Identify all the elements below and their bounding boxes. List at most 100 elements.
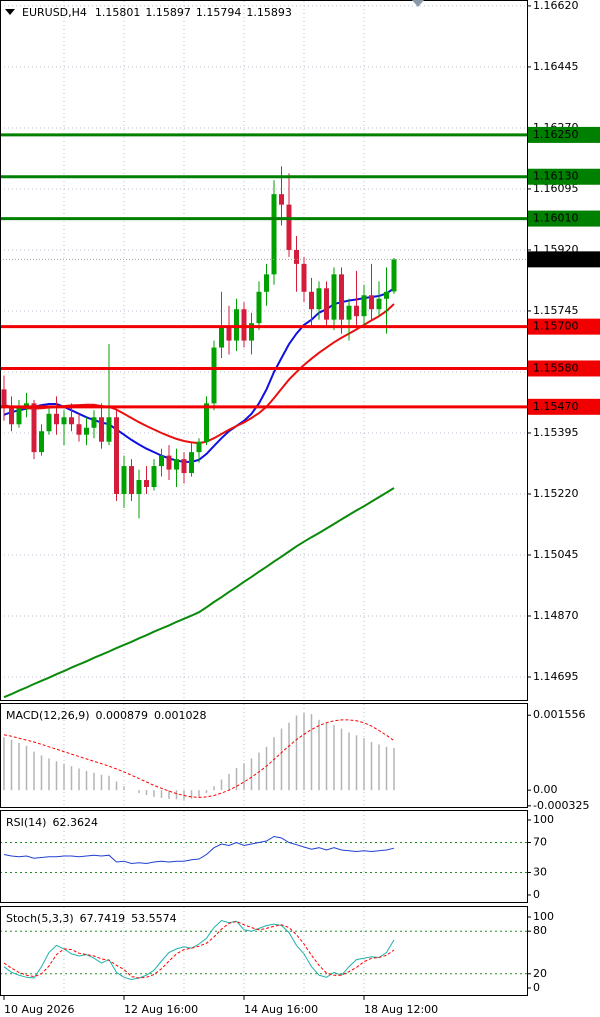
pane-value: 0.000879 xyxy=(96,709,149,722)
y-tick-label: 1.14695 xyxy=(533,670,579,683)
y-tick-label: 1.16620 xyxy=(533,0,579,12)
chart-header: EURUSD,H4 1.15801 1.15897 1.15794 1.15893 xyxy=(22,6,292,19)
y-tick-label: 1.15395 xyxy=(533,426,579,439)
candle-body xyxy=(91,417,97,428)
price-level-tag xyxy=(528,398,600,415)
pane-title-text: Stoch(5,3,3) xyxy=(6,912,74,925)
pane-value: 67.7419 xyxy=(80,912,126,925)
current-price-label: 1.15893 xyxy=(533,252,579,265)
candle-body xyxy=(129,466,134,494)
current-price-tag xyxy=(528,251,600,268)
pane-value: 62.3624 xyxy=(52,816,98,829)
candle-body xyxy=(189,452,194,474)
candle-body xyxy=(241,309,247,341)
candle-body xyxy=(166,455,172,470)
price-level-tag xyxy=(528,168,600,185)
candle-body xyxy=(219,326,224,348)
price-level-label: 1.16250 xyxy=(533,128,579,141)
candle-body xyxy=(339,274,344,320)
y-tick-label: 0 xyxy=(533,981,540,994)
candle-body xyxy=(136,480,142,494)
candle-body xyxy=(309,291,314,310)
close-value: 1.15893 xyxy=(246,6,292,19)
price-level-label: 1.15700 xyxy=(533,320,579,333)
pane-title: RSI(14) 62.3624 xyxy=(6,816,98,829)
candle-body xyxy=(294,249,299,264)
x-tick-label: 12 Aug 16:00 xyxy=(124,1003,198,1016)
macd-pane-frame xyxy=(0,703,528,808)
rsi-pane-frame xyxy=(0,810,528,903)
candle-body xyxy=(159,455,164,467)
candle-body xyxy=(69,417,74,425)
shift-marker xyxy=(412,0,424,7)
pane-title-text: RSI(14) xyxy=(6,816,46,829)
indicator-line xyxy=(3,835,395,865)
candle-body xyxy=(211,347,217,404)
candle-body xyxy=(256,291,262,324)
y-tick-label: -0.000325 xyxy=(533,799,589,812)
candle-body xyxy=(174,459,179,470)
y-tick-label: 20 xyxy=(533,967,547,980)
candle-body xyxy=(226,326,232,341)
y-tick-label: 70 xyxy=(533,835,547,848)
candle-body xyxy=(354,305,359,317)
indicator-line xyxy=(3,920,395,979)
candle-body xyxy=(24,403,29,407)
candle-body xyxy=(181,459,187,474)
candle-body xyxy=(324,288,329,320)
y-tick-label: 1.16095 xyxy=(533,182,579,195)
main-pane-frame xyxy=(0,0,528,701)
y-tick-label: 1.15745 xyxy=(533,304,579,317)
y-tick-label: 1.14870 xyxy=(533,609,579,622)
symbol-title: EURUSD,H4 xyxy=(22,6,87,19)
price-level-label: 1.16130 xyxy=(533,170,579,183)
open-value: 1.15801 xyxy=(95,6,141,19)
y-tick-label: 1.15045 xyxy=(533,548,579,561)
pane-value: 0.001028 xyxy=(154,709,207,722)
candle-body xyxy=(76,424,82,435)
candle-body xyxy=(204,403,209,442)
candle-body xyxy=(384,291,389,299)
candle-body xyxy=(121,466,127,494)
candle-body xyxy=(271,194,277,275)
candle-body xyxy=(286,204,292,250)
high-value: 1.15897 xyxy=(145,6,191,19)
price-level-label: 1.15580 xyxy=(533,361,579,374)
price-level-tag xyxy=(528,210,600,227)
candle-body xyxy=(99,417,104,442)
y-tick-label: 0.00 xyxy=(533,783,558,796)
candle-body xyxy=(196,441,202,453)
pane-title: MACD(12,26,9) 0.000879 0.001028 xyxy=(6,709,207,722)
price-level-tag xyxy=(528,360,600,377)
indicator-line xyxy=(3,719,395,798)
x-tick-label: 10 Aug 2026 xyxy=(4,1003,74,1016)
candle-body xyxy=(279,194,284,205)
candle-body xyxy=(369,295,374,310)
y-tick-label: 0.001556 xyxy=(533,708,586,721)
candle-body xyxy=(1,389,7,407)
y-tick-label: 100 xyxy=(533,910,554,923)
candle-body xyxy=(39,431,44,453)
candle-body xyxy=(264,274,269,292)
candle-body xyxy=(9,406,14,425)
candle-body xyxy=(16,406,22,425)
candle-body xyxy=(346,305,352,320)
candle-body xyxy=(84,427,89,435)
candle-body xyxy=(61,417,67,425)
candle-body xyxy=(391,259,397,292)
y-tick-label: 1.16445 xyxy=(533,60,579,73)
candle-body xyxy=(249,323,254,341)
indicator-line xyxy=(3,919,395,981)
candle-body xyxy=(106,417,112,442)
price-level-tag xyxy=(528,318,600,335)
y-tick-label: 80 xyxy=(533,924,547,937)
candle-body xyxy=(151,466,157,488)
candle-body xyxy=(54,413,59,425)
candle-body xyxy=(301,263,307,292)
indicator-line xyxy=(3,487,395,699)
low-value: 1.15794 xyxy=(196,6,242,19)
menu-arrow[interactable] xyxy=(5,9,15,15)
